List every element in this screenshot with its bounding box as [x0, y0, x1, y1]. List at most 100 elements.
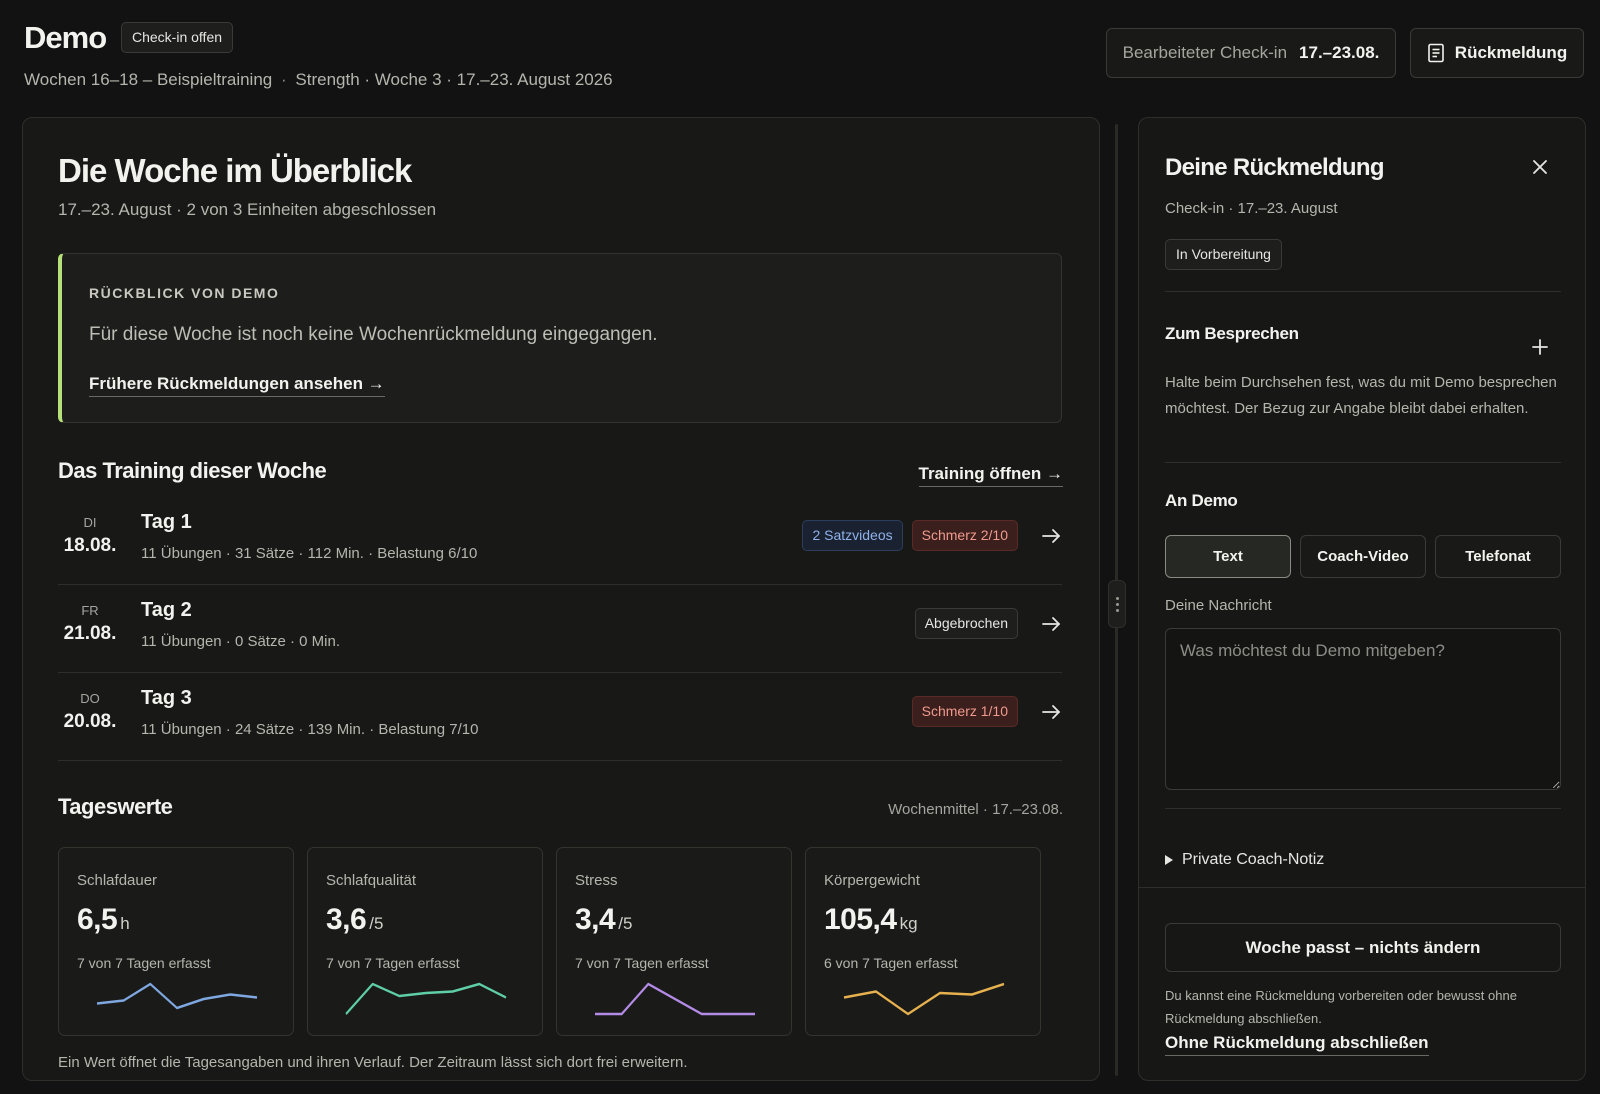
day-badge: Schmerz 2/10: [911, 520, 1018, 551]
daily-values-title: Tageswerte: [58, 794, 173, 819]
week-average-label: Wochenmittel · 17.–23.08.: [888, 801, 1063, 818]
subtitle-separator: ·: [280, 70, 287, 89]
tab-text[interactable]: Text: [1165, 535, 1291, 578]
metric-number: 3,4: [575, 903, 616, 936]
sparkline-line: [96, 982, 258, 1010]
training-day-row[interactable]: FR 21.08. Tag 2 11 Übungen · 0 Sätze · 0 Mi…: [58, 585, 1062, 673]
review-box: RÜCKBLICK VON DEMO Für diese Woche ist n…: [58, 253, 1062, 423]
message-type-tabs: Text Coach-Video Telefonat: [1165, 535, 1561, 578]
metric-label: Schlafdauer: [77, 872, 158, 889]
metric-number: 3,6: [326, 903, 367, 936]
training-day-row[interactable]: DO 20.08. Tag 3 11 Übungen · 24 Sätze · 139…: [58, 673, 1062, 761]
discuss-help-text: Halte beim Durchsehen fest, was du mit D…: [1165, 374, 1557, 417]
metric-unit: h: [120, 914, 130, 933]
metric-count: 7 von 7 Tagen erfasst: [77, 955, 211, 971]
footer-help-text: Du kannst eine Rückmeldung vorbereiten o…: [1165, 988, 1517, 1026]
feedback-panel-title: Deine Rückmeldung: [1165, 154, 1385, 181]
arrow-right-icon[interactable]: [1040, 701, 1062, 723]
subtitle-program: Wochen 16–18 – Beispieltraining: [24, 70, 273, 89]
day-name: Tag 2: [141, 599, 192, 621]
day-badges: 2 Satzvideos Schmerz 2/10: [802, 520, 1018, 551]
disclosure-triangle-icon: [1165, 855, 1173, 865]
edited-checkin-value: 17.–23.08.: [1299, 43, 1380, 62]
day-date: 18.08.: [63, 535, 117, 556]
week-ok-button[interactable]: Woche passt – nichts ändern: [1165, 923, 1561, 972]
footer-divider: [1139, 887, 1585, 888]
divider: [1165, 291, 1561, 292]
overview-subtitle: 17.–23. August · 2 von 3 Einheiten abges…: [58, 200, 437, 219]
page-header: Demo Check-in offen Wochen 16–18 – Beisp…: [24, 18, 1584, 98]
metric-value: 3,4/5: [575, 903, 632, 937]
message-label: Deine Nachricht: [1165, 597, 1272, 614]
review-label: RÜCKBLICK VON DEMO: [89, 285, 280, 301]
metric-unit: kg: [899, 914, 918, 933]
metric-count: 6 von 7 Tagen erfasst: [824, 955, 958, 971]
overview-title: Die Woche im Überblick: [58, 152, 412, 189]
edited-checkin-button[interactable]: Bearbeiteter Check-in 17.–23.08.: [1106, 28, 1396, 78]
metric-sparkline: [345, 982, 507, 1015]
document-icon: [1427, 43, 1444, 63]
metric-sparkline: [96, 982, 258, 1010]
day-meta: 11 Übungen · 24 Sätze · 139 Min. · Belas…: [141, 721, 479, 738]
metric-value: 3,6/5: [326, 903, 383, 937]
sparkline-line: [345, 982, 507, 1015]
metric-sparkline: [595, 982, 755, 1016]
private-coach-note-toggle[interactable]: Private Coach-Notiz: [1165, 851, 1324, 869]
day-badge: Abgebrochen: [914, 608, 1018, 639]
checkin-status-chip: Check-in offen: [121, 22, 234, 53]
metric-number: 105,4: [824, 903, 897, 936]
metric-value: 6,5 h: [77, 903, 130, 937]
day-date: 20.08.: [63, 711, 117, 732]
week-overview-panel: Die Woche im Überblick 17.–23. August · …: [22, 117, 1100, 1081]
sparkline-line: [595, 982, 755, 1016]
divider: [1165, 462, 1561, 463]
metric-card[interactable]: Schlafdauer 6,5 h 7 von 7 Tagen erfasst: [58, 847, 294, 1036]
feedback-panel-subtitle: Check-in · 17.–23. August: [1165, 200, 1338, 217]
app-title: Demo: [24, 20, 107, 55]
close-icon[interactable]: [1531, 158, 1549, 176]
metric-count: 7 von 7 Tagen erfasst: [575, 955, 709, 971]
finish-without-feedback-link[interactable]: Ohne Rückmeldung abschließen: [1165, 1033, 1429, 1056]
message-input[interactable]: [1165, 628, 1561, 790]
training-day-row[interactable]: DI 18.08. Tag 1 11 Übungen · 31 Sätze · 112…: [58, 497, 1062, 585]
metric-card[interactable]: Schlafqualität 3,6/5 7 von 7 Tagen erfasst: [307, 847, 543, 1036]
metric-number: 6,5: [77, 903, 118, 936]
earlier-feedback-link[interactable]: Frühere Rückmeldungen ansehen →: [89, 374, 385, 397]
day-name: Tag 1: [141, 511, 192, 533]
metric-unit: /5: [618, 914, 633, 933]
feedback-button-label: Rückmeldung: [1454, 43, 1568, 62]
subtitle-block: Strength · Woche 3: [295, 70, 442, 89]
metric-card[interactable]: Körpergewicht 105,4 kg 6 von 7 Tagen erfass…: [805, 847, 1041, 1036]
edited-checkin-label: Bearbeiteter Check-in: [1122, 43, 1288, 62]
to-coach-title: An Demo: [1165, 491, 1238, 510]
metric-label: Schlafqualität: [326, 872, 417, 889]
day-meta: 11 Übungen · 0 Sätze · 0 Min.: [141, 633, 340, 650]
arrow-right-icon[interactable]: [1040, 613, 1062, 635]
feedback-panel: Deine Rückmeldung Check-in · 17.–23. Aug…: [1138, 117, 1586, 1081]
arrow-right-icon[interactable]: [1040, 525, 1062, 547]
metric-label: Körpergewicht: [824, 872, 920, 889]
metric-unit: /5: [369, 914, 384, 933]
metric-count: 7 von 7 Tagen erfasst: [326, 955, 460, 971]
divider: [1165, 808, 1561, 809]
discuss-title: Zum Besprechen: [1165, 324, 1299, 343]
training-section-title: Das Training dieser Woche: [58, 458, 327, 483]
subtitle-dates: · 17.–23. August 2026: [446, 70, 613, 89]
day-weekday: DI: [83, 515, 97, 530]
review-text: Für diese Woche ist noch keine Wochenrüc…: [89, 324, 658, 345]
tab-phone-call[interactable]: Telefonat: [1435, 535, 1561, 578]
sparkline-line: [843, 982, 1005, 1016]
day-weekday: DO: [80, 691, 100, 706]
feedback-button[interactable]: Rückmeldung: [1410, 28, 1584, 78]
day-meta: 11 Übungen · 31 Sätze · 112 Min. · Belas…: [141, 545, 478, 562]
splitter-handle-icon[interactable]: [1108, 580, 1126, 628]
feedback-status-chip: In Vorbereitung: [1165, 239, 1282, 270]
tab-coach-video[interactable]: Coach-Video: [1300, 535, 1426, 578]
metric-value: 105,4 kg: [824, 903, 918, 937]
metric-card[interactable]: Stress 3,4/5 7 von 7 Tagen erfasst: [556, 847, 792, 1036]
open-training-link[interactable]: Training öffnen →: [918, 464, 1063, 487]
day-badge: 2 Satzvideos: [802, 520, 903, 551]
plus-icon[interactable]: [1531, 338, 1549, 356]
day-weekday: FR: [81, 603, 99, 618]
day-badge: Schmerz 1/10: [911, 696, 1018, 727]
